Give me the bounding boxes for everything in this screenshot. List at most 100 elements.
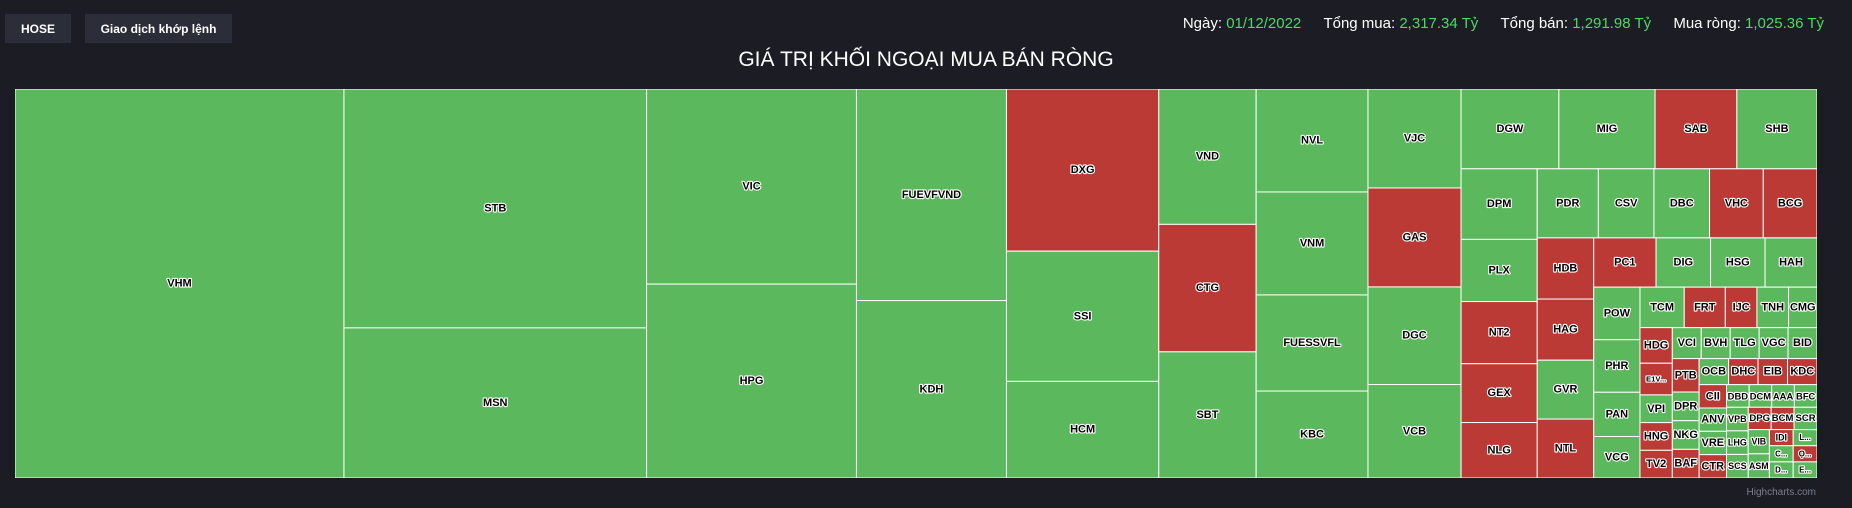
- tile-hcm[interactable]: HCM: [1005, 380, 1160, 478]
- tile-rect[interactable]: [1255, 294, 1369, 392]
- tile-bid[interactable]: BID: [1787, 327, 1817, 360]
- tile-rect[interactable]: [1728, 358, 1759, 386]
- tile-e1v[interactable]: E1V...: [1639, 362, 1673, 396]
- tile-rect[interactable]: [1671, 420, 1700, 450]
- tile-pow[interactable]: POW: [1593, 286, 1641, 341]
- tile-rect[interactable]: [1639, 394, 1673, 424]
- tile-nt2[interactable]: NT2: [1460, 301, 1538, 365]
- tile-dbd[interactable]: DBD: [1726, 384, 1750, 408]
- tile-dgc[interactable]: DGC: [1367, 286, 1462, 386]
- tile-pdr[interactable]: PDR: [1536, 168, 1599, 239]
- tile-aaa[interactable]: AAA: [1771, 384, 1795, 408]
- tile-vnd[interactable]: VND: [1158, 89, 1257, 225]
- tile-tcm[interactable]: TCM: [1639, 286, 1685, 329]
- tile-hng[interactable]: HNG: [1639, 422, 1673, 451]
- tile-vhc[interactable]: VHC: [1709, 168, 1764, 239]
- tile-dcm[interactable]: DCM: [1748, 384, 1772, 408]
- tile-rect[interactable]: [1255, 89, 1369, 193]
- tile-rect[interactable]: [1698, 358, 1730, 386]
- tile-bcm[interactable]: BCM: [1770, 406, 1795, 431]
- tile-vcg[interactable]: VCG: [1593, 436, 1641, 478]
- tile-rect[interactable]: [1639, 327, 1673, 364]
- tile-vgc[interactable]: VGC: [1758, 327, 1789, 360]
- tile-bfc[interactable]: BFC: [1793, 384, 1817, 408]
- tile-ntl[interactable]: NTL: [1536, 418, 1595, 478]
- tile-ssi[interactable]: SSI: [1005, 250, 1160, 382]
- tile-vci[interactable]: VCI: [1671, 327, 1702, 360]
- tile-rect[interactable]: [1460, 301, 1538, 365]
- tile-baf[interactable]: BAF: [1671, 448, 1700, 478]
- tile-dpr[interactable]: DPR: [1671, 391, 1700, 422]
- tile-asm[interactable]: ASM: [1747, 453, 1770, 478]
- tile-rect[interactable]: [343, 327, 648, 478]
- tile-scr[interactable]: SCR: [1793, 406, 1817, 431]
- tile-l[interactable]: L...: [1792, 429, 1817, 447]
- tile-phr[interactable]: PHR: [1593, 339, 1641, 393]
- tile-rect[interactable]: [1367, 384, 1462, 478]
- tile-rect[interactable]: [1671, 327, 1702, 360]
- tile-dpg[interactable]: DPG: [1747, 406, 1772, 431]
- tile-sab[interactable]: SAB: [1654, 89, 1738, 170]
- tile-lhg[interactable]: LHG: [1726, 430, 1749, 455]
- tile-pan[interactable]: PAN: [1593, 391, 1641, 438]
- tile-idi[interactable]: IDI: [1768, 429, 1794, 447]
- tile-rect[interactable]: [1736, 89, 1817, 170]
- tile-ctr[interactable]: CTR: [1698, 454, 1728, 478]
- tile-pc1[interactable]: PC1: [1593, 237, 1657, 288]
- tile-hag[interactable]: HAG: [1536, 298, 1595, 361]
- tile-eib[interactable]: EIB: [1757, 358, 1789, 386]
- tile-nlg[interactable]: NLG: [1460, 422, 1538, 478]
- tile-stb[interactable]: STB: [343, 89, 648, 329]
- tile-rect[interactable]: [1367, 187, 1462, 288]
- tile-anv[interactable]: ANV: [1698, 407, 1728, 432]
- tile-dbc[interactable]: DBC: [1653, 168, 1711, 239]
- tile-rect[interactable]: [1593, 391, 1641, 438]
- tile-cmg[interactable]: CMG: [1788, 286, 1817, 329]
- tile-item-90[interactable]: Ọ...: [1792, 445, 1817, 463]
- tile-nvl[interactable]: NVL: [1255, 89, 1369, 193]
- tile-vre[interactable]: VRE: [1698, 430, 1728, 456]
- tile-ctg[interactable]: CTG: [1158, 223, 1257, 353]
- tile-nkg[interactable]: NKG: [1671, 420, 1700, 450]
- tile-rect[interactable]: [1764, 237, 1817, 288]
- tile-c[interactable]: C...: [1768, 445, 1794, 463]
- tile-rect[interactable]: [1724, 286, 1758, 329]
- tile-dhc[interactable]: DHC: [1728, 358, 1759, 386]
- tile-vcb[interactable]: VCB: [1367, 384, 1462, 478]
- tile-frt[interactable]: FRT: [1683, 286, 1726, 329]
- tile-scs[interactable]: SCS: [1726, 453, 1749, 478]
- tile-msn[interactable]: MSN: [343, 327, 648, 478]
- tile-kdc[interactable]: KDC: [1787, 358, 1817, 386]
- tile-dig[interactable]: DIG: [1655, 237, 1712, 288]
- tile-rect[interactable]: [1460, 168, 1538, 240]
- tile-dgw[interactable]: DGW: [1460, 89, 1560, 170]
- tile-rect[interactable]: [1158, 89, 1257, 225]
- tile-rect[interactable]: [1653, 168, 1711, 239]
- tile-cii[interactable]: CII: [1698, 384, 1728, 409]
- tile-rect[interactable]: [1597, 168, 1655, 239]
- tile-vpb[interactable]: VPB: [1726, 406, 1749, 432]
- tile-bvh[interactable]: BVH: [1700, 327, 1731, 360]
- tile-rect[interactable]: [1005, 250, 1160, 382]
- tile-rect[interactable]: [1787, 327, 1817, 360]
- tile-csv[interactable]: CSV: [1597, 168, 1655, 239]
- tile-kbc[interactable]: KBC: [1255, 390, 1369, 478]
- tile-rect[interactable]: [1671, 391, 1700, 422]
- tile-dpm[interactable]: DPM: [1460, 168, 1538, 240]
- tile-gvr[interactable]: GVR: [1536, 359, 1595, 420]
- tile-d[interactable]: D...: [1768, 461, 1794, 478]
- tile-rect[interactable]: [1536, 418, 1595, 478]
- tile-rect[interactable]: [1005, 89, 1160, 252]
- tile-hpg[interactable]: HPG: [646, 283, 857, 478]
- tile-sbt[interactable]: SBT: [1158, 351, 1257, 478]
- tile-fuevfvnd[interactable]: FUEVFVND: [855, 89, 1007, 302]
- tile-rect[interactable]: [1460, 363, 1538, 424]
- tile-rect[interactable]: [1788, 286, 1817, 329]
- tile-rect[interactable]: [1536, 359, 1595, 420]
- tile-bcg[interactable]: BCG: [1762, 168, 1817, 239]
- tile-rect[interactable]: [1639, 422, 1673, 451]
- highcharts-credit[interactable]: Highcharts.com: [1746, 487, 1816, 498]
- tile-vjc[interactable]: VJC: [1367, 89, 1462, 189]
- tile-rect[interactable]: [343, 89, 648, 329]
- tile-gas[interactable]: GAS: [1367, 187, 1462, 288]
